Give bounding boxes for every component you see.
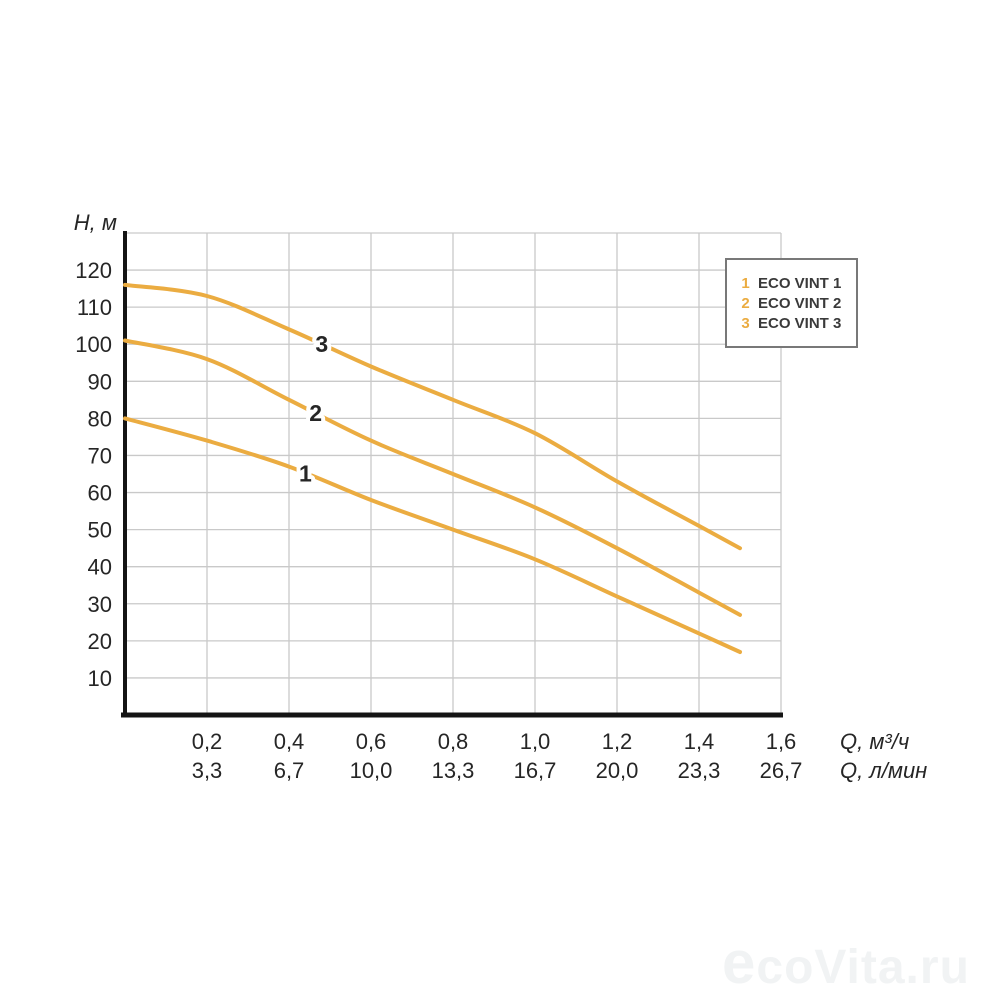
y-tick-label: 70: [88, 443, 112, 468]
x-tick-label-lmin: 3,3: [192, 758, 223, 783]
x-axis-title-lmin: Q, л/мин: [840, 758, 927, 783]
x-tick-label-m3h: 0,6: [356, 729, 387, 754]
x-tick-label-lmin: 26,7: [760, 758, 803, 783]
legend-item-label: ECO VINT 2: [758, 294, 842, 312]
x-tick-label-m3h: 1,0: [520, 729, 551, 754]
y-tick-label: 90: [88, 369, 112, 394]
x-tick-label-m3h: 0,4: [274, 729, 305, 754]
y-tick-label: 30: [88, 592, 112, 617]
y-tick-label: 20: [88, 629, 112, 654]
y-tick-label: 10: [88, 666, 112, 691]
x-tick-label-m3h: 1,6: [766, 729, 797, 754]
legend-item-number: 1: [741, 274, 750, 292]
y-axis-title: H, м: [74, 210, 117, 235]
legend-item-number: 2: [741, 294, 750, 312]
curve-number-label: 1: [299, 460, 312, 486]
x-tick-label-lmin: 23,3: [678, 758, 721, 783]
y-tick-label: 50: [88, 518, 112, 543]
x-tick-label-lmin: 20,0: [596, 758, 639, 783]
y-tick-label: 120: [75, 258, 112, 283]
legend-item: 2 ECO VINT 2: [740, 293, 856, 313]
legend: 1 ECO VINT 1 2 ECO VINT 2 3 ECO VINT 3: [725, 258, 858, 348]
x-tick-label-lmin: 10,0: [350, 758, 393, 783]
legend-item: 3 ECO VINT 3: [740, 313, 856, 333]
curve-eco-vint-2: [123, 338, 742, 617]
y-tick-label: 100: [75, 332, 112, 357]
curve-eco-vint-1: [123, 416, 742, 654]
y-tick-label: 110: [77, 295, 112, 320]
x-tick-label-lmin: 13,3: [432, 758, 475, 783]
legend-item: 1 ECO VINT 1: [740, 273, 856, 293]
x-tick-label-lmin: 16,7: [514, 758, 557, 783]
x-tick-label-m3h: 0,8: [438, 729, 469, 754]
x-tick-label-lmin: 6,7: [274, 758, 305, 783]
legend-item-number: 3: [741, 314, 750, 332]
curve-number-label: 3: [315, 331, 328, 357]
curve-number-label: 2: [309, 400, 322, 426]
y-tick-label: 80: [88, 406, 112, 431]
curve-eco-vint-3: [123, 282, 742, 551]
x-axis-title-m3h: Q, м³/ч: [840, 729, 909, 754]
x-tick-label-m3h: 1,4: [684, 729, 715, 754]
x-tick-label-m3h: 1,2: [602, 729, 633, 754]
legend-item-label: ECO VINT 3: [758, 314, 842, 332]
y-tick-label: 60: [88, 481, 112, 506]
legend-item-label: ECO VINT 1: [758, 274, 842, 292]
watermark: ecoVita.ru: [722, 929, 970, 996]
y-tick-label: 40: [88, 555, 112, 580]
x-tick-label-m3h: 0,2: [192, 729, 223, 754]
